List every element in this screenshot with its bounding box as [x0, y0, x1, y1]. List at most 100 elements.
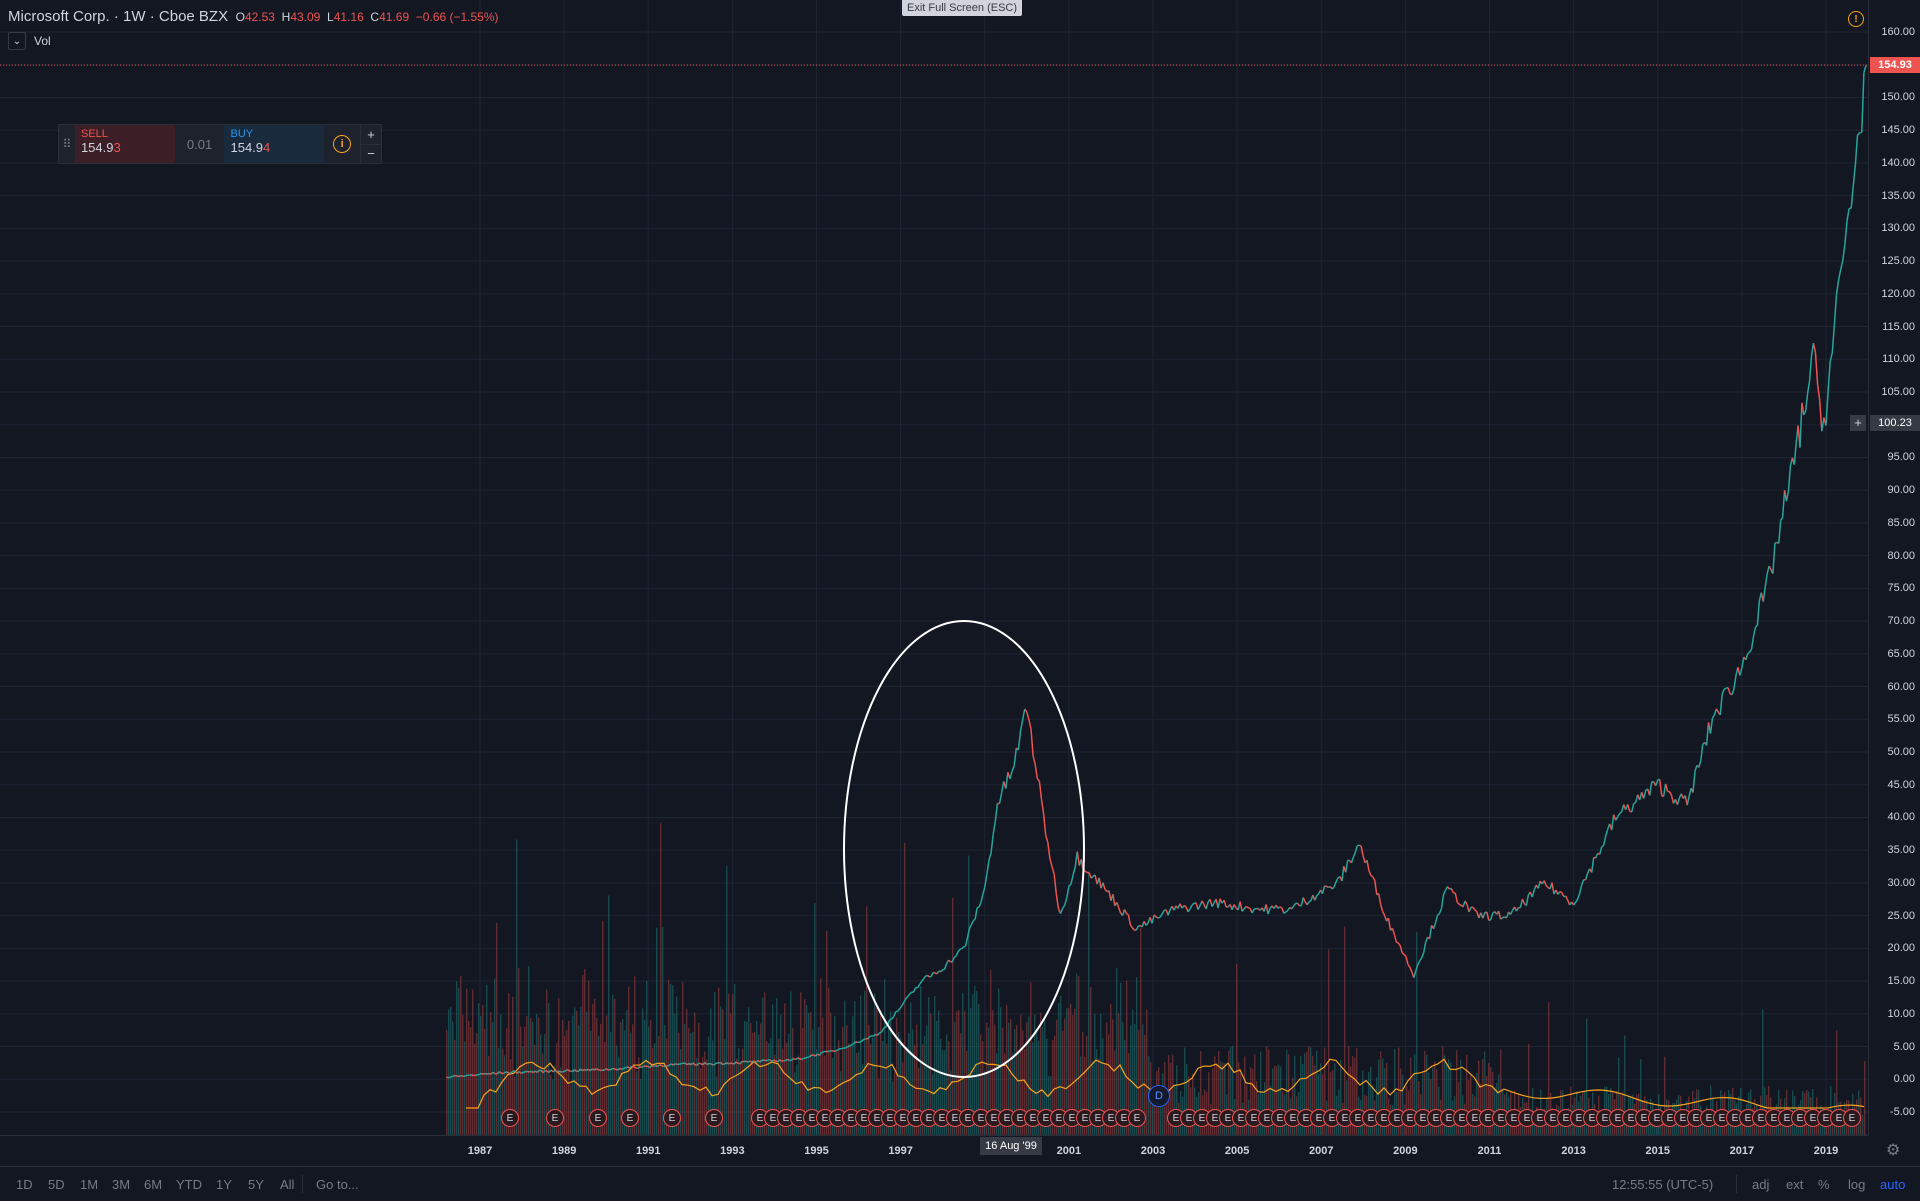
price-segment: [624, 1068, 626, 1069]
earnings-marker[interactable]: E: [501, 1109, 519, 1127]
timeframe-5d-button[interactable]: 5D: [48, 1177, 65, 1192]
price-segment: [1212, 903, 1214, 907]
earnings-marker[interactable]: E: [546, 1109, 564, 1127]
timeframe-6m-button[interactable]: 6M: [144, 1177, 162, 1192]
price-segment: [1457, 902, 1459, 904]
price-segment: [927, 975, 929, 977]
price-segment: [1732, 689, 1734, 695]
price-segment: [1426, 937, 1428, 942]
interval-label[interactable]: 1W: [123, 8, 146, 25]
price-tick-label: 160.00: [1881, 26, 1915, 38]
price-segment: [1158, 917, 1160, 918]
price-segment: [1184, 906, 1186, 907]
price-tick-label: 20.00: [1887, 942, 1915, 954]
price-segment: [1010, 771, 1012, 779]
price-segment: [1303, 898, 1305, 903]
price-segment: [1845, 221, 1847, 244]
price-segment: [1816, 353, 1818, 385]
price-segment: [1767, 566, 1769, 574]
price-segment: [1664, 784, 1666, 797]
increase-button[interactable]: +: [361, 125, 381, 144]
price-segment: [1361, 846, 1363, 855]
price-segment: [1687, 796, 1689, 805]
gear-icon[interactable]: ⚙: [1886, 1140, 1900, 1160]
price-segment: [1136, 926, 1138, 930]
crosshair-plus-button[interactable]: +: [1850, 415, 1866, 431]
timeframe-5y-button[interactable]: 5Y: [248, 1177, 264, 1192]
ext-toggle[interactable]: ext: [1786, 1177, 1803, 1192]
price-chart[interactable]: [0, 0, 1868, 1135]
earnings-marker[interactable]: E: [705, 1109, 723, 1127]
log-toggle[interactable]: log: [1848, 1177, 1865, 1192]
symbol-name[interactable]: Microsoft Corp.: [8, 8, 110, 25]
close-value: 41.69: [379, 10, 409, 24]
price-segment: [1522, 899, 1524, 904]
timeframe-1y-button[interactable]: 1Y: [216, 1177, 232, 1192]
earnings-marker[interactable]: E: [1843, 1109, 1861, 1127]
price-segment: [1342, 866, 1344, 881]
price-segment: [966, 937, 968, 946]
earnings-marker[interactable]: E: [663, 1109, 681, 1127]
price-segment: [1006, 772, 1008, 788]
price-segment: [1014, 748, 1016, 766]
price-segment: [451, 1076, 453, 1077]
clock-label[interactable]: 12:55:55 (UTC-5): [1612, 1177, 1713, 1192]
buy-button[interactable]: BUY 154.94: [224, 125, 324, 163]
price-segment: [1292, 906, 1294, 909]
price-segment: [1089, 873, 1091, 878]
price-segment: [1699, 761, 1701, 768]
price-segment: [1851, 185, 1853, 208]
price-segment: [864, 1039, 866, 1040]
price-segment: [1352, 857, 1354, 863]
sell-button[interactable]: SELL 154.93: [75, 125, 175, 163]
price-segment: [1606, 829, 1608, 836]
info-button[interactable]: i: [324, 125, 360, 163]
chevron-down-icon[interactable]: ⌄: [8, 32, 26, 50]
price-segment: [667, 1065, 669, 1066]
price-segment: [1781, 518, 1783, 521]
price-segment: [788, 1059, 790, 1060]
exchange-label: Cboe BZX: [159, 8, 228, 25]
time-tick-label: 2013: [1561, 1145, 1585, 1157]
time-tick-label: 2001: [1057, 1145, 1081, 1157]
percent-toggle[interactable]: %: [1818, 1177, 1830, 1192]
timeframe-ytd-button[interactable]: YTD: [176, 1177, 202, 1192]
volume-label[interactable]: Vol: [34, 34, 51, 48]
price-segment: [846, 1047, 848, 1048]
price-segment: [1132, 928, 1134, 930]
drag-handle-icon[interactable]: ⠿: [59, 125, 75, 163]
timeframe-all-button[interactable]: All: [280, 1177, 294, 1192]
buy-sell-panel: ⠿ SELL 154.93 0.01 BUY 154.94 i + −: [58, 124, 382, 164]
exit-fullscreen-button[interactable]: Exit Full Screen (ESC): [902, 0, 1022, 16]
price-segment: [1752, 636, 1754, 649]
earnings-marker[interactable]: E: [621, 1109, 639, 1127]
price-segment: [1125, 910, 1127, 914]
price-segment: [1206, 902, 1208, 909]
earnings-marker[interactable]: E: [1128, 1109, 1146, 1127]
price-segment: [501, 1073, 503, 1074]
price-segment: [1546, 886, 1548, 888]
price-segment: [1162, 910, 1164, 914]
decrease-button[interactable]: −: [361, 144, 381, 164]
crosshair-price-tag: 100.23: [1870, 415, 1920, 431]
price-segment: [598, 1070, 600, 1071]
timeframe-1d-button[interactable]: 1D: [16, 1177, 33, 1192]
chart-area[interactable]: [0, 0, 1868, 1135]
time-axis[interactable]: 1987198919911993199519971200120032005200…: [0, 1135, 1868, 1166]
dividend-marker[interactable]: D: [1148, 1085, 1170, 1107]
price-segment: [551, 1070, 553, 1072]
adj-toggle[interactable]: adj: [1752, 1177, 1769, 1192]
price-segment: [856, 1042, 858, 1043]
auto-toggle[interactable]: auto: [1880, 1177, 1905, 1192]
goto-button[interactable]: Go to...: [316, 1177, 359, 1192]
warning-icon[interactable]: !: [1848, 11, 1864, 27]
price-segment: [1444, 890, 1446, 894]
timeframe-3m-button[interactable]: 3M: [112, 1177, 130, 1192]
price-segment: [1806, 393, 1808, 411]
price-axis[interactable]: 160.00155.00150.00145.00140.00135.00130.…: [1868, 0, 1920, 1135]
price-segment: [699, 1063, 701, 1064]
earnings-marker[interactable]: E: [589, 1109, 607, 1127]
time-tick-label: 2007: [1309, 1145, 1333, 1157]
price-segment: [971, 921, 973, 925]
timeframe-1m-button[interactable]: 1M: [80, 1177, 98, 1192]
